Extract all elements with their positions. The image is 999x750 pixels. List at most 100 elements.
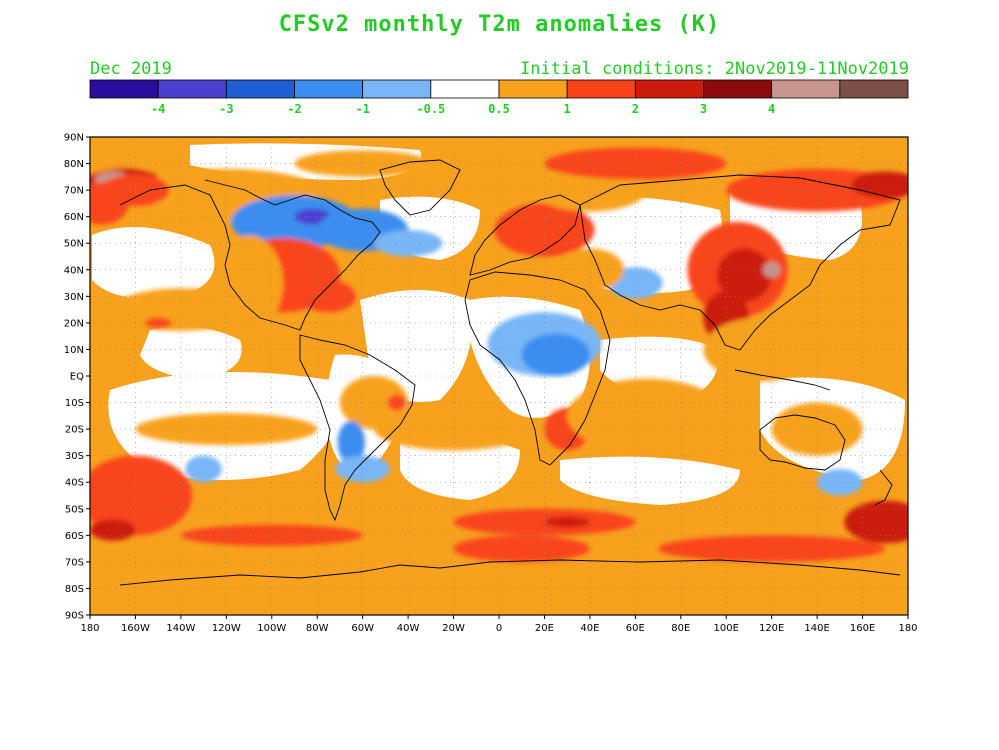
colorbar-label: 1 — [564, 102, 571, 116]
anomaly-blob — [762, 261, 781, 278]
neutral-central-asia — [610, 228, 690, 275]
anomaly-blob — [335, 455, 390, 483]
lon-tick-label: 120W — [212, 623, 241, 634]
neutral-southern-ocean-indian — [560, 456, 740, 505]
coast-antarctica — [119, 559, 901, 586]
lon-tick-label: 80W — [306, 623, 329, 634]
lat-tick-label: 30N — [64, 292, 84, 303]
lat-tick-label: 40S — [65, 478, 84, 489]
lat-tick-label: 40N — [64, 265, 84, 276]
colorbar-label: -1 — [355, 102, 369, 116]
lon-tick-label: 180 — [80, 623, 99, 634]
lon-tick-label: 100E — [714, 623, 739, 634]
lon-tick-label: 40W — [397, 623, 420, 634]
lat-tick-label: EQ — [70, 372, 84, 383]
anomaly-blob — [294, 208, 331, 225]
lat-tick-label: 30S — [65, 451, 84, 462]
anomaly-blob — [90, 519, 136, 541]
anomaly-blob — [185, 455, 222, 483]
lon-tick-label: 120E — [759, 623, 784, 634]
map-title: CFSv2 monthly T2m anomalies (K) — [278, 12, 721, 37]
colorbar-label: 4 — [768, 102, 775, 116]
neutral-pacific-eq — [140, 326, 242, 380]
anomaly-blob — [339, 376, 409, 430]
lon-tick-label: 160E — [850, 623, 875, 634]
colorbar-swatch — [225, 79, 295, 99]
coast-australia — [759, 414, 846, 471]
latitude-axis: 90N 80N 70N 60N 50N 40N 30N 20N 10N EQ 10S 20S 30S 40… — [64, 133, 90, 622]
colorbar-swatch — [157, 79, 227, 99]
lat-tick-label: 20S — [65, 425, 84, 436]
anomaly-blob — [555, 248, 624, 292]
colorbar-swatch — [634, 79, 704, 99]
anomaly-blob — [301, 280, 356, 313]
anomaly-blob — [374, 407, 534, 451]
anomaly-blob — [453, 535, 590, 562]
coast-greenland — [379, 159, 461, 216]
lat-tick-label: 80S — [65, 584, 84, 595]
colorbar-label: -2 — [287, 102, 301, 116]
neutral-south-atlantic — [400, 436, 520, 500]
map-frame — [89, 136, 909, 616]
anomaly-blob — [533, 168, 647, 212]
anomaly-blob — [112, 288, 250, 331]
anomaly-blob — [544, 516, 590, 528]
lat-tick-label: 80N — [64, 159, 84, 170]
lon-tick-label: 160W — [121, 623, 150, 634]
anomaly-blob — [567, 378, 727, 454]
lat-tick-label: 90S — [65, 611, 84, 622]
forecast-month: Dec 2019 — [90, 59, 172, 79]
lon-tick-label: 60W — [351, 623, 374, 634]
neutral-pacific-north — [92, 227, 215, 300]
lon-tick-label: 180 — [898, 623, 917, 634]
coast-new-zealand — [874, 469, 893, 506]
anomaly-blob — [717, 248, 772, 302]
longitude-axis: 180 160W 140W 120W 100W 80W 60W 40W 20W 0 20E 40E 60… — [80, 615, 918, 634]
colorbar-label: 3 — [700, 102, 707, 116]
anomaly-blob — [294, 150, 431, 177]
coast-africa — [464, 271, 611, 466]
initial-conditions: Initial conditions: 2Nov2019-11Nov2019 — [520, 59, 909, 79]
colorbar-swatch — [294, 79, 364, 99]
lon-tick-label: 40E — [580, 623, 599, 634]
anomaly-blob — [494, 203, 595, 257]
lon-tick-label: 100W — [257, 623, 286, 634]
lat-tick-label: 50N — [64, 239, 84, 250]
colorbar-label: -4 — [151, 102, 165, 116]
colorbar-swatch — [703, 79, 773, 99]
lat-tick-label: 70N — [64, 186, 84, 197]
colorbar: -4 -3 -2 -1 -0.5 0.5 1 2 3 4 — [89, 79, 909, 116]
lat-tick-label: 60S — [65, 531, 84, 542]
anomaly-blob — [844, 500, 908, 544]
lat-tick-label: 60N — [64, 212, 84, 223]
lon-tick-label: 140E — [804, 623, 829, 634]
coast-asia — [579, 174, 901, 351]
coastlines — [119, 159, 901, 586]
lat-tick-label: 10S — [65, 398, 84, 409]
anomaly-blob — [658, 535, 886, 562]
anomaly-blob — [817, 468, 863, 496]
lon-tick-label: 60E — [626, 623, 645, 634]
colorbar-label: -0.5 — [416, 102, 445, 116]
colorbar-swatch — [839, 79, 909, 99]
colorbar-swatch — [362, 79, 432, 99]
colorbar-label: -3 — [219, 102, 233, 116]
lat-tick-label: 20N — [64, 318, 84, 329]
lon-tick-label: 80E — [671, 623, 690, 634]
anomaly-blob — [387, 394, 406, 411]
lon-tick-label: 0 — [496, 623, 502, 634]
anomaly-blob — [90, 455, 193, 536]
coast-north-america — [119, 179, 381, 331]
anomaly-blob — [851, 171, 908, 199]
coast-indonesia — [734, 369, 831, 391]
anomaly-blob — [180, 524, 363, 546]
lat-tick-label: 50S — [65, 504, 84, 515]
lat-tick-label: 70S — [65, 557, 84, 568]
lon-tick-label: 20E — [535, 623, 554, 634]
anomaly-blob — [337, 421, 365, 464]
colorbar-swatch — [771, 79, 841, 99]
colorbar-swatch — [89, 79, 159, 99]
colorbar-label: 0.5 — [488, 102, 510, 116]
anomaly-blob — [771, 402, 863, 456]
